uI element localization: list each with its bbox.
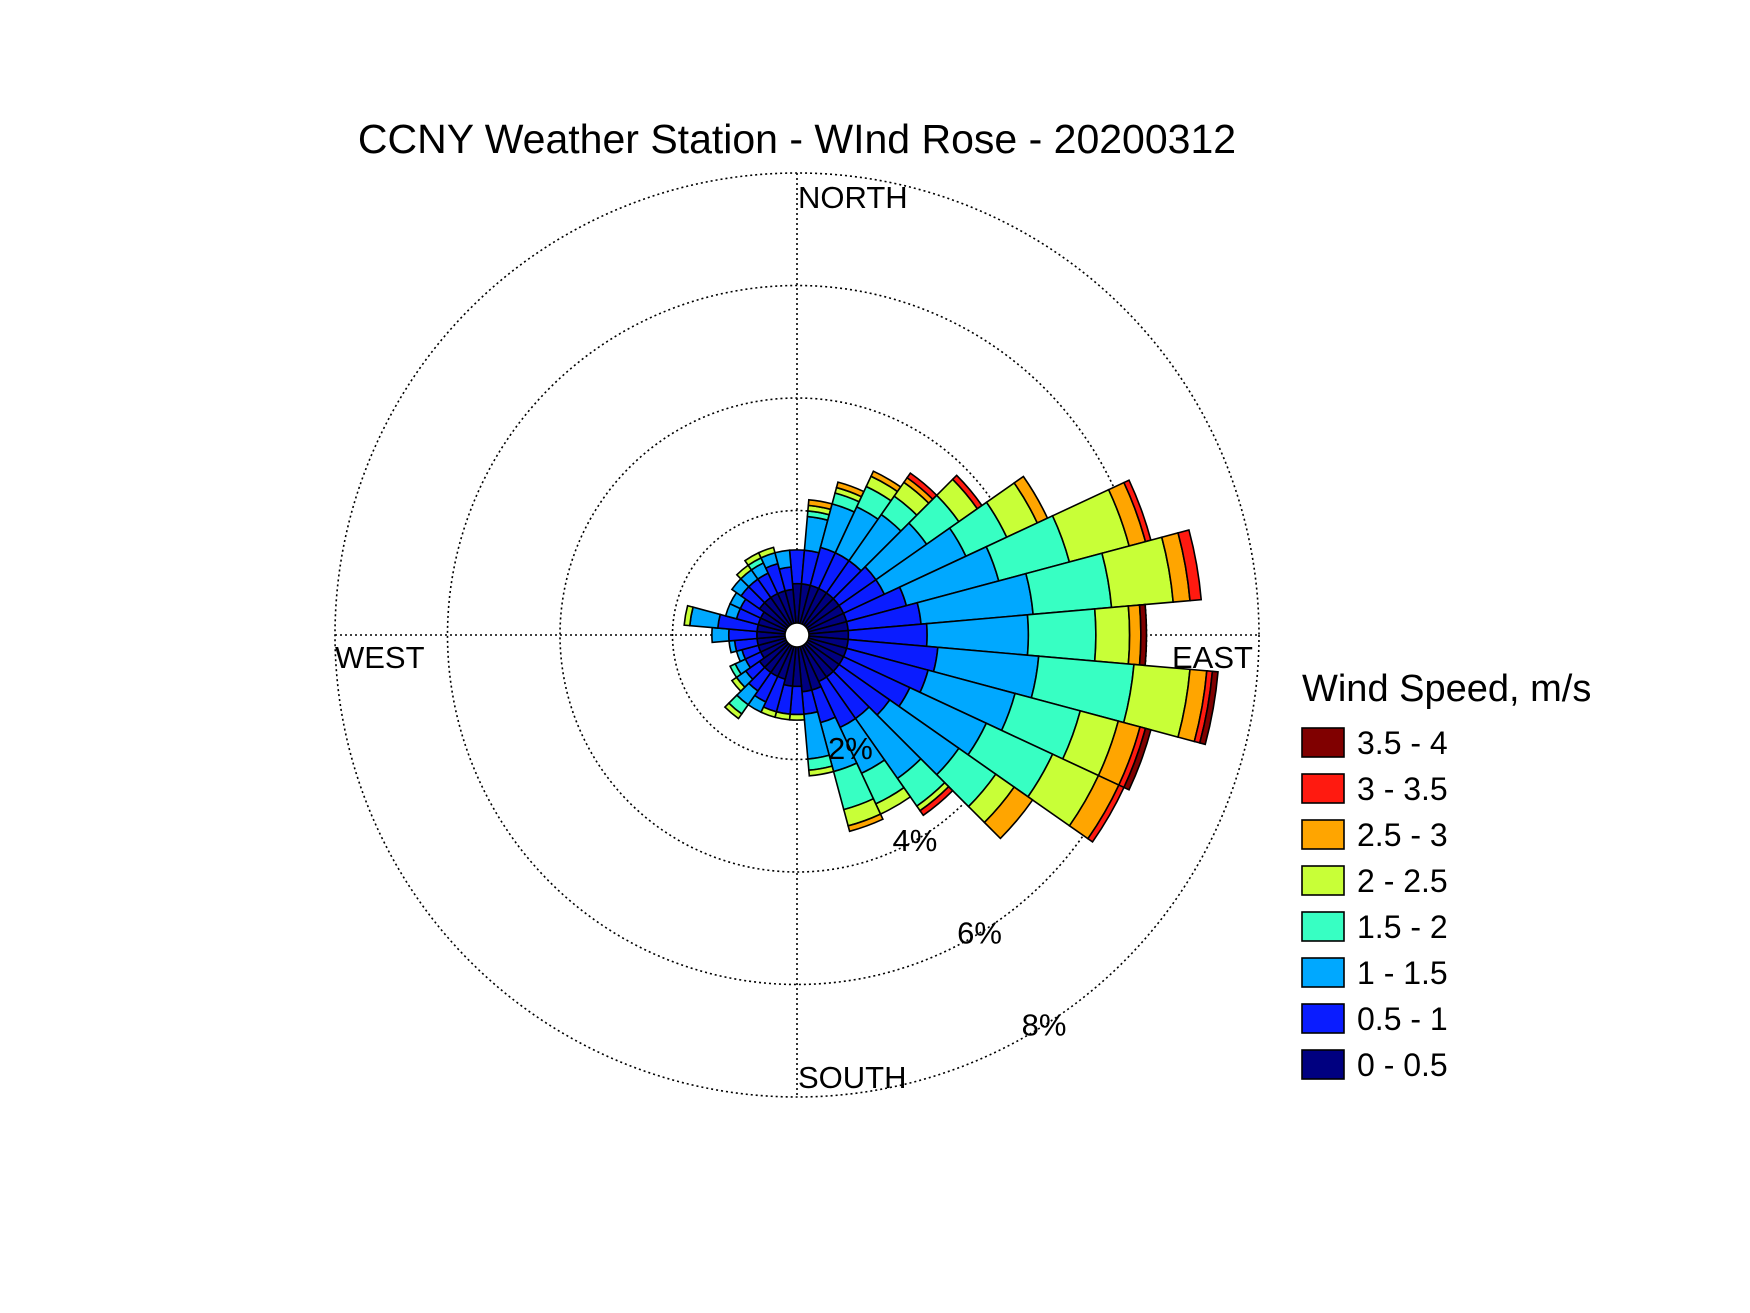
legend-label-5: 1 - 1.5 — [1357, 955, 1448, 991]
legend: 3.5 - 4 3 - 3.5 2.5 - 3 2 - 2.5 1.5 - 2 1 - 1… — [1301, 725, 1448, 1083]
sector-130-bin-5 — [983, 785, 1034, 840]
legend-label-3: 2 - 2.5 — [1357, 863, 1448, 899]
compass-label-south: SOUTH — [798, 1060, 907, 1095]
legend-swatch-6 — [1301, 1003, 1345, 1034]
sector-120-bin-6 — [1086, 784, 1126, 844]
ring-label-3: 6% — [957, 915, 1002, 950]
compass-label-north: NORTH — [798, 180, 908, 215]
legend-swatch-3 — [1301, 865, 1345, 896]
sector-90-bin-3 — [1026, 608, 1097, 662]
chart-title: CCNY Weather Station - WInd Rose - 20200… — [358, 116, 1236, 162]
sector-140-bin-6 — [918, 785, 954, 817]
sector-340-bin-4 — [757, 546, 776, 559]
legend-label-2: 2.5 - 3 — [1357, 817, 1448, 853]
legend-label-4: 1.5 - 2 — [1357, 909, 1448, 945]
legend-swatch-1 — [1301, 773, 1345, 804]
center-hole — [784, 622, 810, 648]
legend-swatch-0 — [1301, 727, 1345, 758]
sector-170-bin-4 — [807, 765, 835, 777]
ring-labels: 2% 4% 6% 8% — [828, 731, 1066, 1042]
wind-rose-sectors — [683, 470, 1219, 844]
sector-220-bin-4 — [723, 702, 743, 720]
ring-label-4: 8% — [1022, 1007, 1067, 1042]
legend-swatch-2 — [1301, 819, 1345, 850]
sector-260-bin-2 — [728, 639, 738, 654]
legend-title: Wind Speed, m/s — [1302, 668, 1591, 710]
legend-label-7: 0 - 0.5 — [1357, 1047, 1448, 1083]
sector-180-bin-4 — [788, 713, 806, 721]
sector-80-bin-6 — [1177, 528, 1203, 602]
legend-label-1: 3 - 3.5 — [1357, 771, 1448, 807]
sector-230-bin-4 — [730, 676, 746, 693]
legend-label-0: 3.5 - 4 — [1357, 725, 1448, 761]
sector-90-bin-5 — [1127, 604, 1142, 666]
compass-label-west: WEST — [335, 640, 425, 675]
sector-160-bin-5 — [847, 813, 884, 833]
ring-label-1: 2% — [828, 731, 873, 766]
sector-110-bin-7 — [1122, 727, 1152, 791]
sector-270-bin-2 — [711, 626, 730, 644]
legend-swatch-4 — [1301, 911, 1345, 942]
ring-label-2: 4% — [892, 823, 937, 858]
sector-280-bin-2 — [688, 606, 722, 629]
compass-label-east: EAST — [1172, 640, 1253, 675]
sector-90-bin-4 — [1093, 605, 1131, 665]
legend-swatch-5 — [1301, 957, 1345, 988]
sector-240-bin-3 — [728, 662, 743, 679]
sector-90-bin-7 — [1138, 603, 1148, 667]
sector-100-bin-7 — [1198, 670, 1219, 746]
legend-label-6: 0.5 - 1 — [1357, 1001, 1448, 1037]
sector-280-bin-4 — [683, 604, 695, 627]
legend-swatch-7 — [1301, 1049, 1345, 1080]
sector-350-bin-2 — [773, 549, 792, 571]
